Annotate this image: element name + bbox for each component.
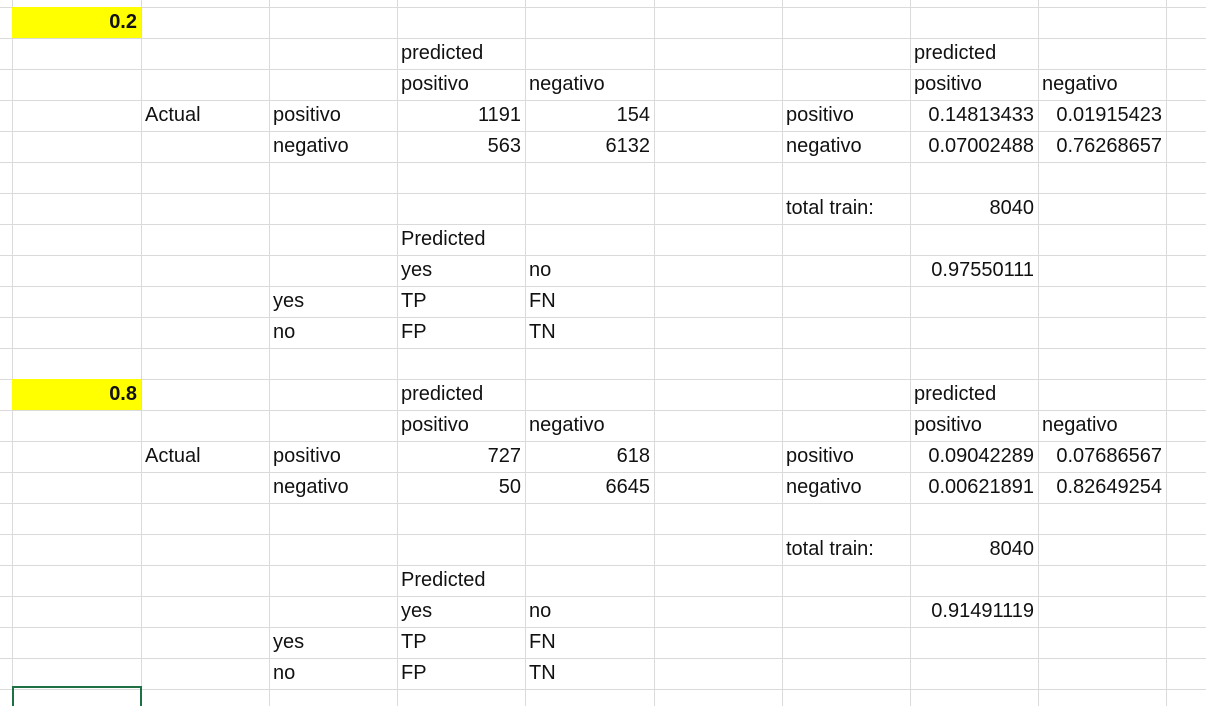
cell-r3-c2[interactable]: positivo [273, 104, 341, 126]
cell-r2-c8[interactable]: negativo [1042, 73, 1118, 95]
cell-r17-c7[interactable]: 8040 [989, 538, 1035, 560]
cell-r6-c6[interactable]: total train: [786, 197, 874, 219]
cell-r13-c8[interactable]: negativo [1042, 414, 1118, 436]
cell-r14-c8[interactable]: 0.07686567 [1056, 445, 1162, 467]
cell-r10-c3[interactable]: FP [401, 321, 427, 343]
cell-r2-c7[interactable]: positivo [914, 73, 982, 95]
row-gridline [0, 224, 1206, 225]
row-gridline [0, 534, 1206, 535]
row-gridline [0, 689, 1206, 690]
column-gridline [269, 0, 270, 706]
cell-r8-c3[interactable]: yes [401, 259, 433, 281]
cell-r14-c2[interactable]: positivo [273, 445, 341, 467]
column-gridline [12, 0, 13, 706]
cell-r4-c3[interactable]: 563 [487, 135, 521, 157]
cell-r6-c7[interactable]: 8040 [989, 197, 1035, 219]
cell-r2-c4[interactable]: negativo [529, 73, 605, 95]
row-gridline [0, 131, 1206, 132]
row-gridline [0, 7, 1206, 8]
column-gridline [141, 0, 142, 706]
cell-r1-c7[interactable]: predicted [914, 42, 997, 64]
cell-r4-c2[interactable]: negativo [273, 135, 349, 157]
row-gridline [0, 162, 1206, 163]
cell-r15-c6[interactable]: negativo [786, 476, 862, 498]
cell-r10-c2[interactable]: no [273, 321, 296, 343]
cell-r19-c4[interactable]: no [529, 600, 552, 622]
row-gridline [0, 627, 1206, 628]
row-gridline [0, 193, 1206, 194]
cell-r21-c2[interactable]: no [273, 662, 296, 684]
row-gridline [0, 441, 1206, 442]
cell-r4-c6[interactable]: negativo [786, 135, 862, 157]
column-gridline [525, 0, 526, 706]
row-gridline [0, 317, 1206, 318]
column-gridline [397, 0, 398, 706]
cell-r15-c4[interactable]: 6645 [605, 476, 651, 498]
cell-r3-c6[interactable]: positivo [786, 104, 854, 126]
cell-r2-c3[interactable]: positivo [401, 73, 469, 95]
cell-r3-c7[interactable]: 0.14813433 [928, 104, 1034, 126]
cell-r14-c7[interactable]: 0.09042289 [928, 445, 1034, 467]
row-gridline [0, 286, 1206, 287]
cell-r13-c7[interactable]: positivo [914, 414, 982, 436]
column-gridline [654, 0, 655, 706]
cell-r14-c3[interactable]: 727 [487, 445, 521, 467]
cell-r12-c7[interactable]: predicted [914, 383, 997, 405]
cell-r12-c3[interactable]: predicted [401, 383, 484, 405]
cell-r15-c7[interactable]: 0.00621891 [928, 476, 1034, 498]
cell-r14-c6[interactable]: positivo [786, 445, 854, 467]
row-gridline [0, 348, 1206, 349]
cell-r4-c4[interactable]: 6132 [605, 135, 651, 157]
cell-r8-c4[interactable]: no [529, 259, 552, 281]
cell-r13-c3[interactable]: positivo [401, 414, 469, 436]
row-gridline [0, 100, 1206, 101]
cell-r3-c3[interactable]: 1191 [477, 104, 521, 126]
cell-r17-c6[interactable]: total train: [786, 538, 874, 560]
cell-r14-c1[interactable]: Actual [145, 445, 201, 467]
row-gridline [0, 565, 1206, 566]
row-gridline [0, 596, 1206, 597]
row-gridline [0, 69, 1206, 70]
row-gridline [0, 410, 1206, 411]
cell-r4-c8[interactable]: 0.76268657 [1056, 135, 1162, 157]
cell-r15-c2[interactable]: negativo [273, 476, 349, 498]
cell-r8-c7[interactable]: 0.97550111 [931, 259, 1034, 281]
cell-r20-c2[interactable]: yes [273, 631, 305, 653]
column-gridline [1166, 0, 1167, 706]
row-gridline [0, 38, 1206, 39]
cell-r3-c4[interactable]: 154 [616, 104, 650, 126]
cell-r1-c3[interactable]: predicted [401, 42, 484, 64]
column-gridline [910, 0, 911, 706]
row-gridline [0, 472, 1206, 473]
cell-r13-c4[interactable]: negativo [529, 414, 605, 436]
cell-r3-c8[interactable]: 0.01915423 [1056, 104, 1162, 126]
cell-r0-c0[interactable]: 0.2 [12, 7, 141, 38]
row-gridline [0, 255, 1206, 256]
cell-r3-c1[interactable]: Actual [145, 104, 201, 126]
cell-r9-c2[interactable]: yes [273, 290, 305, 312]
cell-r10-c4[interactable]: TN [529, 321, 556, 343]
cell-r15-c3[interactable]: 50 [498, 476, 521, 498]
cell-r20-c3[interactable]: TP [401, 631, 427, 653]
cell-r21-c3[interactable]: FP [401, 662, 427, 684]
cell-r12-c0[interactable]: 0.8 [12, 379, 141, 410]
cell-r14-c4[interactable]: 618 [616, 445, 650, 467]
cell-r9-c3[interactable]: TP [401, 290, 427, 312]
cell-r19-c7[interactable]: 0.91491119 [931, 600, 1034, 622]
cell-r7-c3[interactable]: Predicted [401, 228, 486, 250]
cell-r19-c3[interactable]: yes [401, 600, 433, 622]
row-gridline [0, 379, 1206, 380]
cell-r4-c7[interactable]: 0.07002488 [928, 135, 1034, 157]
cell-r15-c8[interactable]: 0.82649254 [1056, 476, 1162, 498]
selected-cell-outline [12, 686, 142, 706]
row-gridline [0, 503, 1206, 504]
row-gridline [0, 658, 1206, 659]
cell-r9-c4[interactable]: FN [529, 290, 556, 312]
cell-r21-c4[interactable]: TN [529, 662, 556, 684]
cell-r20-c4[interactable]: FN [529, 631, 556, 653]
cell-r18-c3[interactable]: Predicted [401, 569, 486, 591]
column-gridline [1038, 0, 1039, 706]
column-gridline [782, 0, 783, 706]
